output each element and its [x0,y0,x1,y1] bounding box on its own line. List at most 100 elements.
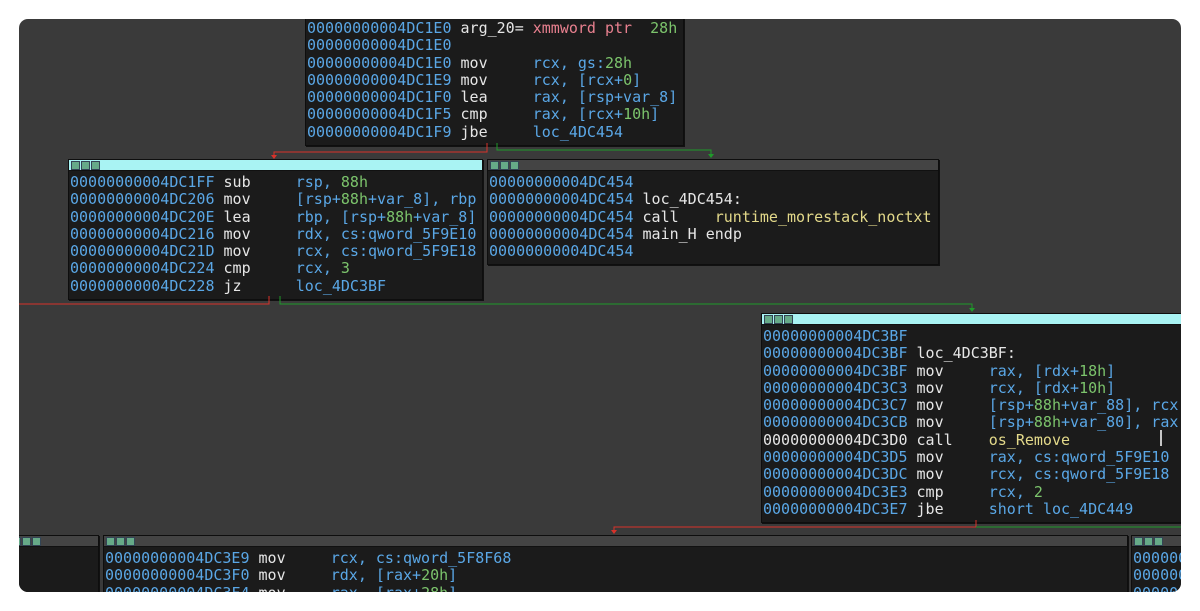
operand: 28h [650,19,678,37]
arrow [611,530,617,534]
code-line: 000000 [1132,566,1181,584]
mnemonic: call [916,430,953,449]
code-line: 00000000004DC3E9 mov rcx, cs:qword_5F8F68 [104,549,1127,567]
mnemonic: main_H endp [642,224,742,243]
icon [22,537,31,546]
mnemonic: sub [223,173,251,191]
code-line: 00000000004DC21D mov rcx, cs:qword_5F9E18 [69,242,482,260]
code-line: 00000000004DC216 mov rdx, cs:qword_5F9E10 [69,225,482,243]
address: 00000000004DC3F4 [105,584,259,592]
icon [764,315,773,324]
address: 00000000004DC3BF [763,327,908,345]
arrow [969,308,975,312]
mnemonic: mov [259,584,331,592]
icon [1154,537,1163,546]
code-line: 00000000004DC3D0 call os_Remove [762,430,1181,449]
title-bar [762,314,1181,325]
title-bar [69,160,482,171]
operand: 88h [386,207,414,226]
address: 00000000004DC454 [489,242,634,261]
mnemonic: mov [460,70,488,89]
operand: 3 [340,259,350,278]
mnemonic: mov [916,448,944,467]
address: 00000000004DC1F9 [307,122,452,141]
address: 00000000004DC1F0 [307,88,452,107]
code-block[interactable]: 00000000004DC1FF sub rsp, 88h 00000000004DC… [68,159,483,301]
operand: ] [650,105,660,124]
address: 00000000004DC3BF [763,361,908,380]
operand: 88h [1033,413,1061,432]
icon [774,315,783,324]
operand: rcx, [295,259,341,278]
mnemonic: lea [460,88,488,107]
operand: rbp, [rsp+ [295,207,387,226]
operand: 28h [605,53,633,72]
operand: +var_8] [413,207,477,226]
edge [496,143,712,155]
code-line: 00000000004DC1E0 [306,36,683,54]
operand: rax, [rdx+ [988,361,1080,380]
code-block[interactable]: 00000000004DC3E9 mov rcx, cs:qword_5F8F68 0… [103,535,1128,592]
code-block[interactable] [19,535,99,592]
title-bar [104,536,1127,547]
icon [510,161,519,170]
operand: rcx, [rdx+ [988,378,1080,397]
mnemonic: jbe [916,499,944,518]
operand: 10h [1079,378,1107,397]
mnemonic: mov [916,361,944,380]
address: 00000000004DC454 [489,190,634,209]
icon [71,161,80,170]
code-block[interactable]: 00000000004DC3BF 00000000004DC3BF loc_4DC3… [761,313,1181,524]
code-line: 00000000004DC3BF [762,327,1181,345]
code-line: 00000000004DC3CB mov [rsp+88h+var_80], rax [762,413,1181,432]
mnemonic: call [642,207,679,226]
code-block[interactable]: 000000000000000000 [1131,535,1181,592]
address: 00000000004DC3E9 [105,549,250,567]
code-line: 00000000004DC454 call runtime_morestack_no… [488,207,938,226]
icon [106,537,115,546]
address: 00000000004DC1E0 [307,53,452,72]
operand: 0 [623,70,633,89]
code-line: 00000000004DC1F5 cmp rax, [rcx+10h] [306,105,683,124]
code-line: 00000000004DC224 cmp rcx, 3 [69,259,482,278]
operand: ] [632,70,642,89]
address: 00000000004DC3CB [763,413,908,432]
icon [81,161,90,170]
address: 00000000004DC3DC [763,465,908,484]
edge [19,296,270,305]
operand: 28h [421,584,448,592]
address: 00000000004DC1E9 [307,70,452,89]
code-line: 00000000004DC3C3 mov rcx, [rdx+10h] [762,378,1181,397]
code-block[interactable]: 00000000004DC454 00000000004DC454 loc_4DC4… [487,159,939,266]
operand: rsp, [295,173,341,191]
address: 00000000004DC1F5 [307,105,452,124]
mnemonic: mov [916,378,944,397]
icon [19,537,21,546]
code-line: 00000000004DC3E3 cmp rcx, 2 [762,482,1181,501]
code-line: 00000000004DC454 [488,173,938,191]
code-line: 00000000004DC3C7 mov [rsp+88h+var_88], rcx [762,396,1181,415]
arrow [708,154,714,158]
operand: rcx, [988,482,1034,501]
mnemonic: cmp [223,259,251,278]
code-line: 00000000004DC1F9 jbe loc_4DC454 [306,122,683,141]
icon [116,537,125,546]
operand: 88h [340,190,368,209]
operand: rcx, [rcx+ [532,70,624,89]
address: 00000000004DC454 [489,224,634,243]
operand: ] [448,566,458,585]
code-line: 00000000004DC228 jz loc_4DC3BF [69,277,482,295]
operand: rax, [rax+ [331,584,421,592]
code-line: 00000000004DC3DC mov rcx, cs:qword_5F9E18 [762,465,1181,484]
mnemonic: mov [460,53,488,72]
operand: +var_88], rcx [1061,396,1179,415]
address: 00000000004DC454 [489,207,634,226]
operand: rax, cs:qword_5F9E10 [988,448,1170,467]
code-line: 000000 [1132,549,1181,567]
code-block[interactable]: 00000000004DC1E0 arg_20= xmmword ptr 28h 00… [305,19,684,147]
address: 00000000004DC206 [70,190,215,209]
operand: 2 [1033,482,1043,501]
operand: rcx, gs: [532,53,605,72]
edge [273,143,488,156]
edge [613,520,977,531]
